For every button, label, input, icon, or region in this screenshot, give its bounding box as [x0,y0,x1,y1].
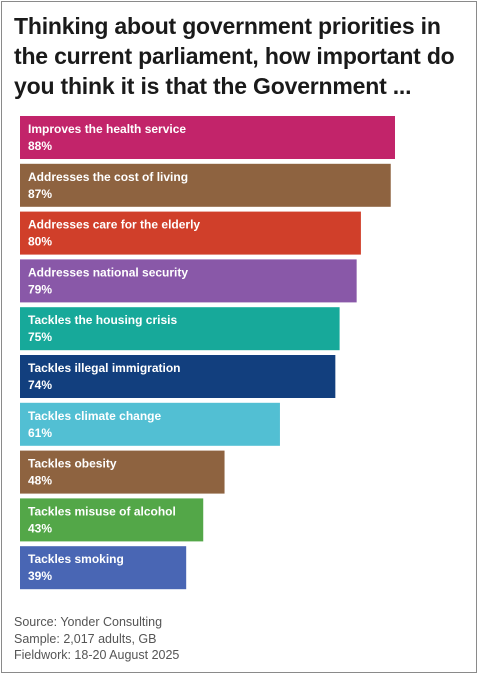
bar-value-label: 61% [28,426,52,440]
bar-value-label: 87% [28,187,52,201]
sample-note: Sample: 2,017 adults, GB [14,631,157,646]
bar-tackles-illegal-immigration [20,355,336,398]
bar-label: Tackles obesity [28,457,117,471]
bar-value-label: 79% [28,282,52,296]
bar-value-label: 74% [28,378,52,392]
source-note: Source: Yonder Consulting [14,615,163,629]
bar-value-label: 43% [28,521,52,535]
bar-addresses-national-security [20,259,357,303]
bar-label: Tackles misuse of alcohol [28,504,176,518]
chart-footer: Source: Yonder Consulting Sample: 2,017 … [14,614,179,664]
chart-title: Thinking about government priorities in … [14,13,455,99]
bar-value-label: 88% [28,139,52,153]
bar-label: Tackles smoking [28,552,124,566]
bar-value-label: 80% [28,235,52,249]
bar-improves-the-health-service [20,116,395,159]
bar-addresses-care-for-the-elderly [20,211,361,255]
bar-tackles-obesity [20,450,225,494]
bar-tackles-the-housing-crisis [20,307,340,351]
bar-value-label: 48% [28,474,52,488]
bar-label: Addresses the cost of living [28,170,188,184]
bar-label: Improves the health service [28,122,186,136]
bar-value-label: 75% [28,330,52,344]
bar-addresses-the-cost-of-living [20,163,391,207]
bar-label: Tackles the housing crisis [28,313,177,327]
bar-tackles-misuse-of-alcohol [20,498,204,542]
fieldwork-note: Fieldwork: 18-20 August 2025 [14,648,180,662]
bar-value-label: 39% [28,569,52,583]
bar-label: Tackles climate change [28,409,162,423]
bar-label: Addresses care for the elderly [28,218,200,232]
bar-tackles-smoking [20,546,187,590]
bar-label: Tackles illegal immigration [28,361,181,375]
bar-label: Addresses national security [28,265,188,279]
bar-tackles-climate-change [20,402,280,446]
